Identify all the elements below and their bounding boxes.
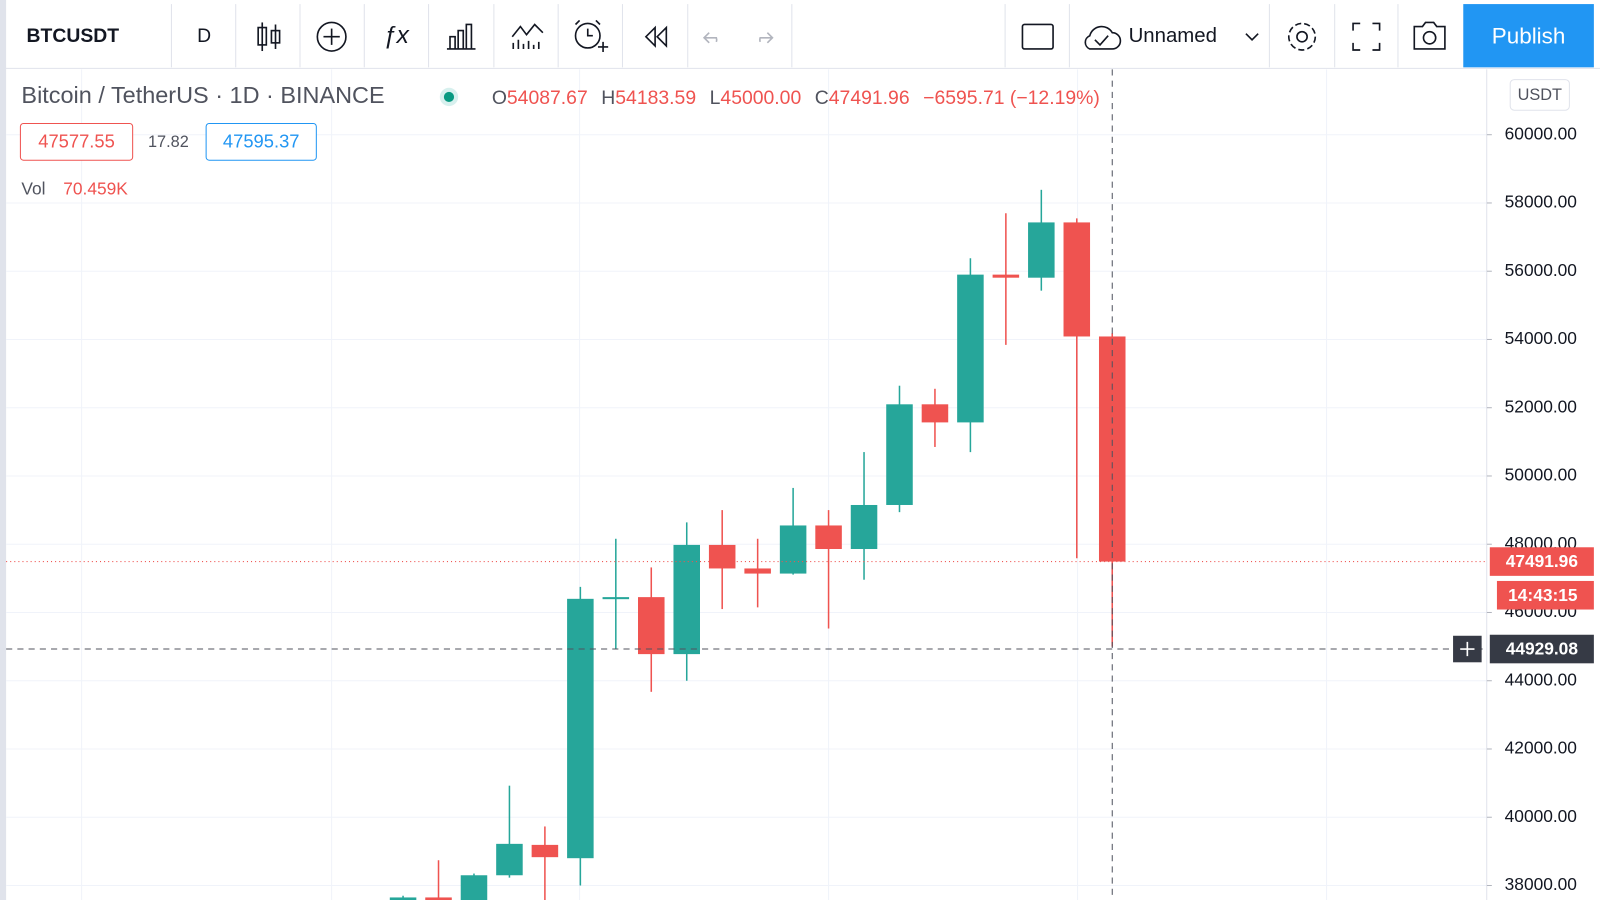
ohlc-value: 54087.67 <box>507 87 588 109</box>
candle-body <box>460 875 488 900</box>
last-price-tag <box>1489 547 1594 576</box>
candle-body <box>1098 336 1126 562</box>
candle-body <box>850 504 878 550</box>
y-tick-label: 54000.00 <box>1505 328 1577 348</box>
y-tick-label: 40000.00 <box>1505 806 1577 826</box>
candle-body <box>602 597 630 600</box>
ask-box[interactable] <box>205 122 317 161</box>
alert-icon[interactable] <box>574 19 609 53</box>
candle-body <box>921 404 949 423</box>
ask[interactable]: 47595.37 <box>223 131 300 152</box>
volume-label: Vol <box>21 178 45 198</box>
y-tick-label: 52000.00 <box>1505 396 1577 416</box>
y-tick-label: 44000.00 <box>1505 669 1577 689</box>
ohlc-key: C <box>815 87 829 109</box>
candle-body <box>425 897 452 900</box>
volume: 70.459K <box>63 178 128 198</box>
snapshot-icon[interactable] <box>1413 21 1446 50</box>
change: −6595.71 (−12.19%) <box>923 87 1100 109</box>
templates-icon[interactable] <box>511 23 544 49</box>
undo-redo[interactable] <box>702 32 774 44</box>
candle-body <box>638 597 665 655</box>
ohlc: O54087.67 H54183.59 L45000.00 C47491.96 … <box>492 87 1100 109</box>
fullscreen-icon[interactable] <box>1352 22 1381 51</box>
candle-body <box>389 897 417 900</box>
overlay: 47491.96 14:43:15 44929.08 <box>6 69 1594 900</box>
bid[interactable]: 47577.55 <box>38 131 115 152</box>
ohlc-key: L <box>710 87 721 109</box>
candle-body <box>531 844 559 858</box>
financials-icon[interactable] <box>446 23 476 50</box>
candle-body <box>957 274 984 423</box>
candle-body <box>1063 222 1091 337</box>
candle-body <box>992 274 1020 278</box>
ohlc-value: 54183.59 <box>615 87 696 109</box>
crosshair-tag <box>1489 634 1594 664</box>
y-tick-label: 38000.00 <box>1505 874 1577 894</box>
currency-box[interactable] <box>1509 79 1570 111</box>
settings-icon[interactable] <box>1287 22 1317 51</box>
countdown: 14:43:15 <box>1508 585 1578 605</box>
publish-label[interactable]: Publish <box>1492 24 1566 49</box>
candle-body <box>496 843 523 876</box>
interval[interactable]: D <box>197 25 211 47</box>
y-tick-label: 60000.00 <box>1505 123 1577 143</box>
y-tick-label: 56000.00 <box>1505 260 1577 280</box>
compare-icon[interactable] <box>316 21 347 52</box>
candle-body <box>1028 222 1055 278</box>
candle-body <box>567 598 594 859</box>
replay-icon[interactable] <box>644 25 668 48</box>
candle-body <box>708 544 736 569</box>
grid: 38000.0040000.0042000.0044000.0046000.00… <box>6 69 1577 900</box>
candle-body <box>779 525 807 574</box>
crosshair-label: 44929.08 <box>1506 639 1579 659</box>
ohlc-value: 45000.00 <box>720 87 801 109</box>
ohlc-key: O <box>492 87 507 109</box>
ohlc-key: H <box>601 87 615 109</box>
market-status-dot <box>443 91 455 103</box>
symbol[interactable]: BTCUSDT <box>27 25 120 47</box>
y-tick-label: 42000.00 <box>1505 738 1577 758</box>
publish-button[interactable] <box>1463 4 1594 68</box>
plus-icon <box>1460 641 1475 657</box>
currency[interactable]: USDT <box>1518 86 1562 104</box>
candle-body <box>886 404 913 505</box>
ohlc-value: 47491.96 <box>829 87 910 109</box>
legend: Bitcoin / TetherUS · 1D · BINANCE O54087… <box>19 82 1100 198</box>
indicators-icon[interactable]: ƒx <box>383 22 410 49</box>
y-tick-label: 50000.00 <box>1505 465 1577 485</box>
countdown-tag <box>1496 580 1594 610</box>
toolbar: BTCUSDT D ƒx Unnamed Publish <box>0 4 1600 69</box>
spread: 17.82 <box>148 133 189 151</box>
dropdown-icon[interactable] <box>1245 33 1259 41</box>
left-border <box>0 0 7 900</box>
layout-icon[interactable] <box>1021 23 1054 50</box>
candle-body <box>744 568 771 574</box>
cloud-icon[interactable] <box>1084 25 1122 50</box>
candle-body <box>673 544 700 655</box>
y-tick-label: 58000.00 <box>1505 192 1577 212</box>
last-price-label: 47491.96 <box>1506 551 1579 571</box>
bid-box[interactable] <box>19 122 134 161</box>
candle-body <box>815 525 842 550</box>
symbol-title: Bitcoin / TetherUS · 1D · BINANCE <box>21 82 384 108</box>
chart-type-icon[interactable] <box>257 22 281 52</box>
layout-name[interactable]: Unnamed <box>1129 25 1217 47</box>
